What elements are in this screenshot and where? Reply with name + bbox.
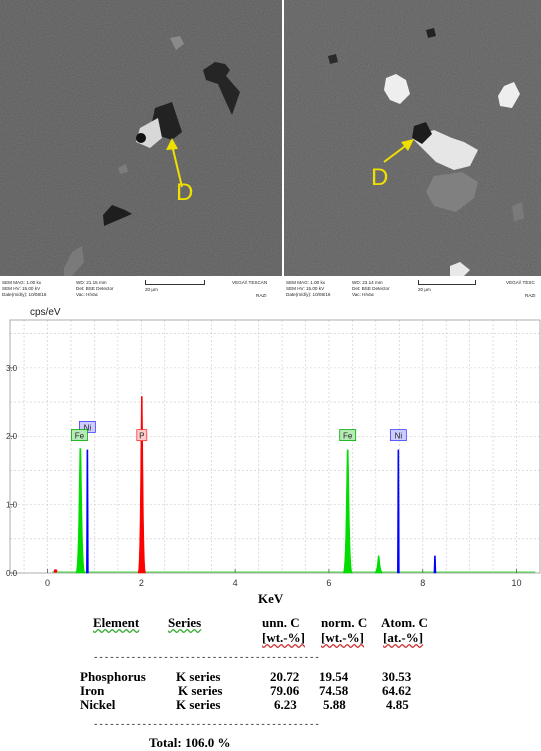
sem-info-bar: SEM MAG: 1.00 kx SEM HV: 15.00 kV Date(m… <box>284 276 541 305</box>
scale-bar <box>145 280 205 285</box>
row-norm: 19.54 <box>319 669 349 684</box>
row-atom: 30.53 <box>382 669 412 684</box>
peak-label-text: Ni <box>395 432 403 441</box>
unit-atom: [at.-%] <box>383 630 424 645</box>
peak-ni <box>433 555 437 574</box>
grid <box>10 320 541 573</box>
quantification-table: Element Series unn. C norm. C Atom. C [w… <box>0 612 541 751</box>
peak-label-box <box>136 429 148 442</box>
header-series: Series <box>168 615 202 630</box>
sem-mag: SEM MAG: 1.00 kx <box>2 280 42 285</box>
sem-scale: 20 μm <box>418 287 431 292</box>
sem-date: Date(m/d/y): 10/08/16 <box>286 292 331 297</box>
peak-label-box <box>71 429 88 442</box>
peak-label-text: Ni <box>84 423 92 432</box>
sem-info-bar: SEM MAG: 1.00 kx SEM HV: 15.00 kV Date(m… <box>0 276 282 305</box>
peak-p <box>137 396 147 574</box>
peak-label-text: P <box>139 432 144 441</box>
sem-hv: SEM HV: 15.00 kV <box>2 286 41 291</box>
header-unn: unn. C <box>262 615 300 630</box>
header-norm: norm. C <box>321 615 368 630</box>
unit-norm: [wt.-%] <box>321 630 364 645</box>
header-element: Element <box>93 615 140 630</box>
x-tick-label: 10 <box>512 578 522 588</box>
x-tick-label: 6 <box>326 578 331 588</box>
row-atom: 64.62 <box>382 683 412 698</box>
peak-label: P <box>136 429 148 442</box>
sem-micrograph-left: D SEM MAG: 1.00 kx SEM HV: 15.00 kV Date… <box>0 0 282 305</box>
feature-label-d: D <box>371 164 388 191</box>
feature-label-d: D <box>176 179 193 206</box>
sem-scale: 20 μm <box>145 287 158 292</box>
divider: ----------------------------------------… <box>93 720 319 730</box>
row-series: K series <box>176 669 221 684</box>
sem-micrograph-right: D SEM MAG: 1.00 kx SEM HV: 15.00 kV Date… <box>284 0 541 305</box>
x-tick-label: 2 <box>139 578 144 588</box>
x-axis-label: KeV <box>258 591 284 606</box>
axes: 0.0 1.0 2.0 3.0 0 2 4 6 8 10 <box>6 319 541 588</box>
peak-ni <box>397 449 400 574</box>
y-axis-label: cps/eV <box>30 307 61 318</box>
sem-hv: SEM HV: 15.00 kV <box>286 286 325 291</box>
peak-ni <box>86 449 89 574</box>
total: Total: 106.0 % <box>149 735 231 750</box>
scale-bar <box>418 280 476 285</box>
row-unn: 20.72 <box>270 669 300 684</box>
sem-vac: Vac: HiVac <box>76 292 99 297</box>
sem-brand: VEGA\\ TESCAN <box>232 280 268 285</box>
row-series: K series <box>178 683 223 698</box>
row-series: K series <box>176 697 221 712</box>
row-element: Iron <box>80 683 105 698</box>
row-atom: 4.85 <box>386 697 409 712</box>
sem-lab: RAZI <box>525 293 536 298</box>
x-tick-label: 8 <box>420 578 425 588</box>
minor-peak <box>53 569 58 573</box>
peak-label-box <box>339 429 357 442</box>
row-norm: 74.58 <box>319 683 349 698</box>
row-element: Phosphorus <box>80 669 146 684</box>
sem-brand: VEGA\\ TESC <box>506 280 535 285</box>
sem-mag: SEM MAG: 1.00 kx <box>286 280 326 285</box>
peak-label: Ni <box>389 429 407 442</box>
row-unn: 6.23 <box>274 697 297 712</box>
plot-frame <box>9 319 541 574</box>
peak-label-box <box>389 429 407 442</box>
peak-fe <box>75 448 86 574</box>
sem-wd: WD: 21.15 mm <box>76 280 107 285</box>
header-atom: Atom. C <box>381 615 428 630</box>
sem-det: Det: BSE Detector <box>352 286 390 291</box>
peak-label-text: Fe <box>75 432 85 441</box>
peak-fe <box>374 555 384 574</box>
row-unn: 79.06 <box>270 683 300 698</box>
sem-date: Date(m/d/y): 10/08/16 <box>2 292 47 297</box>
y-tick-label: 1.0 <box>6 501 18 510</box>
x-tick-label: 0 <box>45 578 50 588</box>
peak-label-text: Fe <box>343 432 353 441</box>
sem-det: Det: BSE Detector <box>76 286 114 291</box>
peaks <box>52 396 536 574</box>
row-element: Nickel <box>80 697 116 712</box>
y-tick-label: 3.0 <box>6 364 18 373</box>
divider: ----------------------------------------… <box>93 653 319 663</box>
unit-unn: [wt.-%] <box>262 630 305 645</box>
peak-label: Fe <box>339 429 357 442</box>
peak-fe <box>342 449 353 574</box>
y-tick-label: 2.0 <box>6 432 18 441</box>
sem-lab: RAZI <box>256 293 267 298</box>
peak-label: Fe <box>71 429 88 442</box>
x-tick-label: 4 <box>233 578 238 588</box>
sem-vac: Vac: HiVac <box>352 292 375 297</box>
y-tick-label: 0.0 <box>6 569 18 578</box>
row-norm: 5.88 <box>323 697 346 712</box>
sem-wd: WD: 23.14 mm <box>352 280 383 285</box>
